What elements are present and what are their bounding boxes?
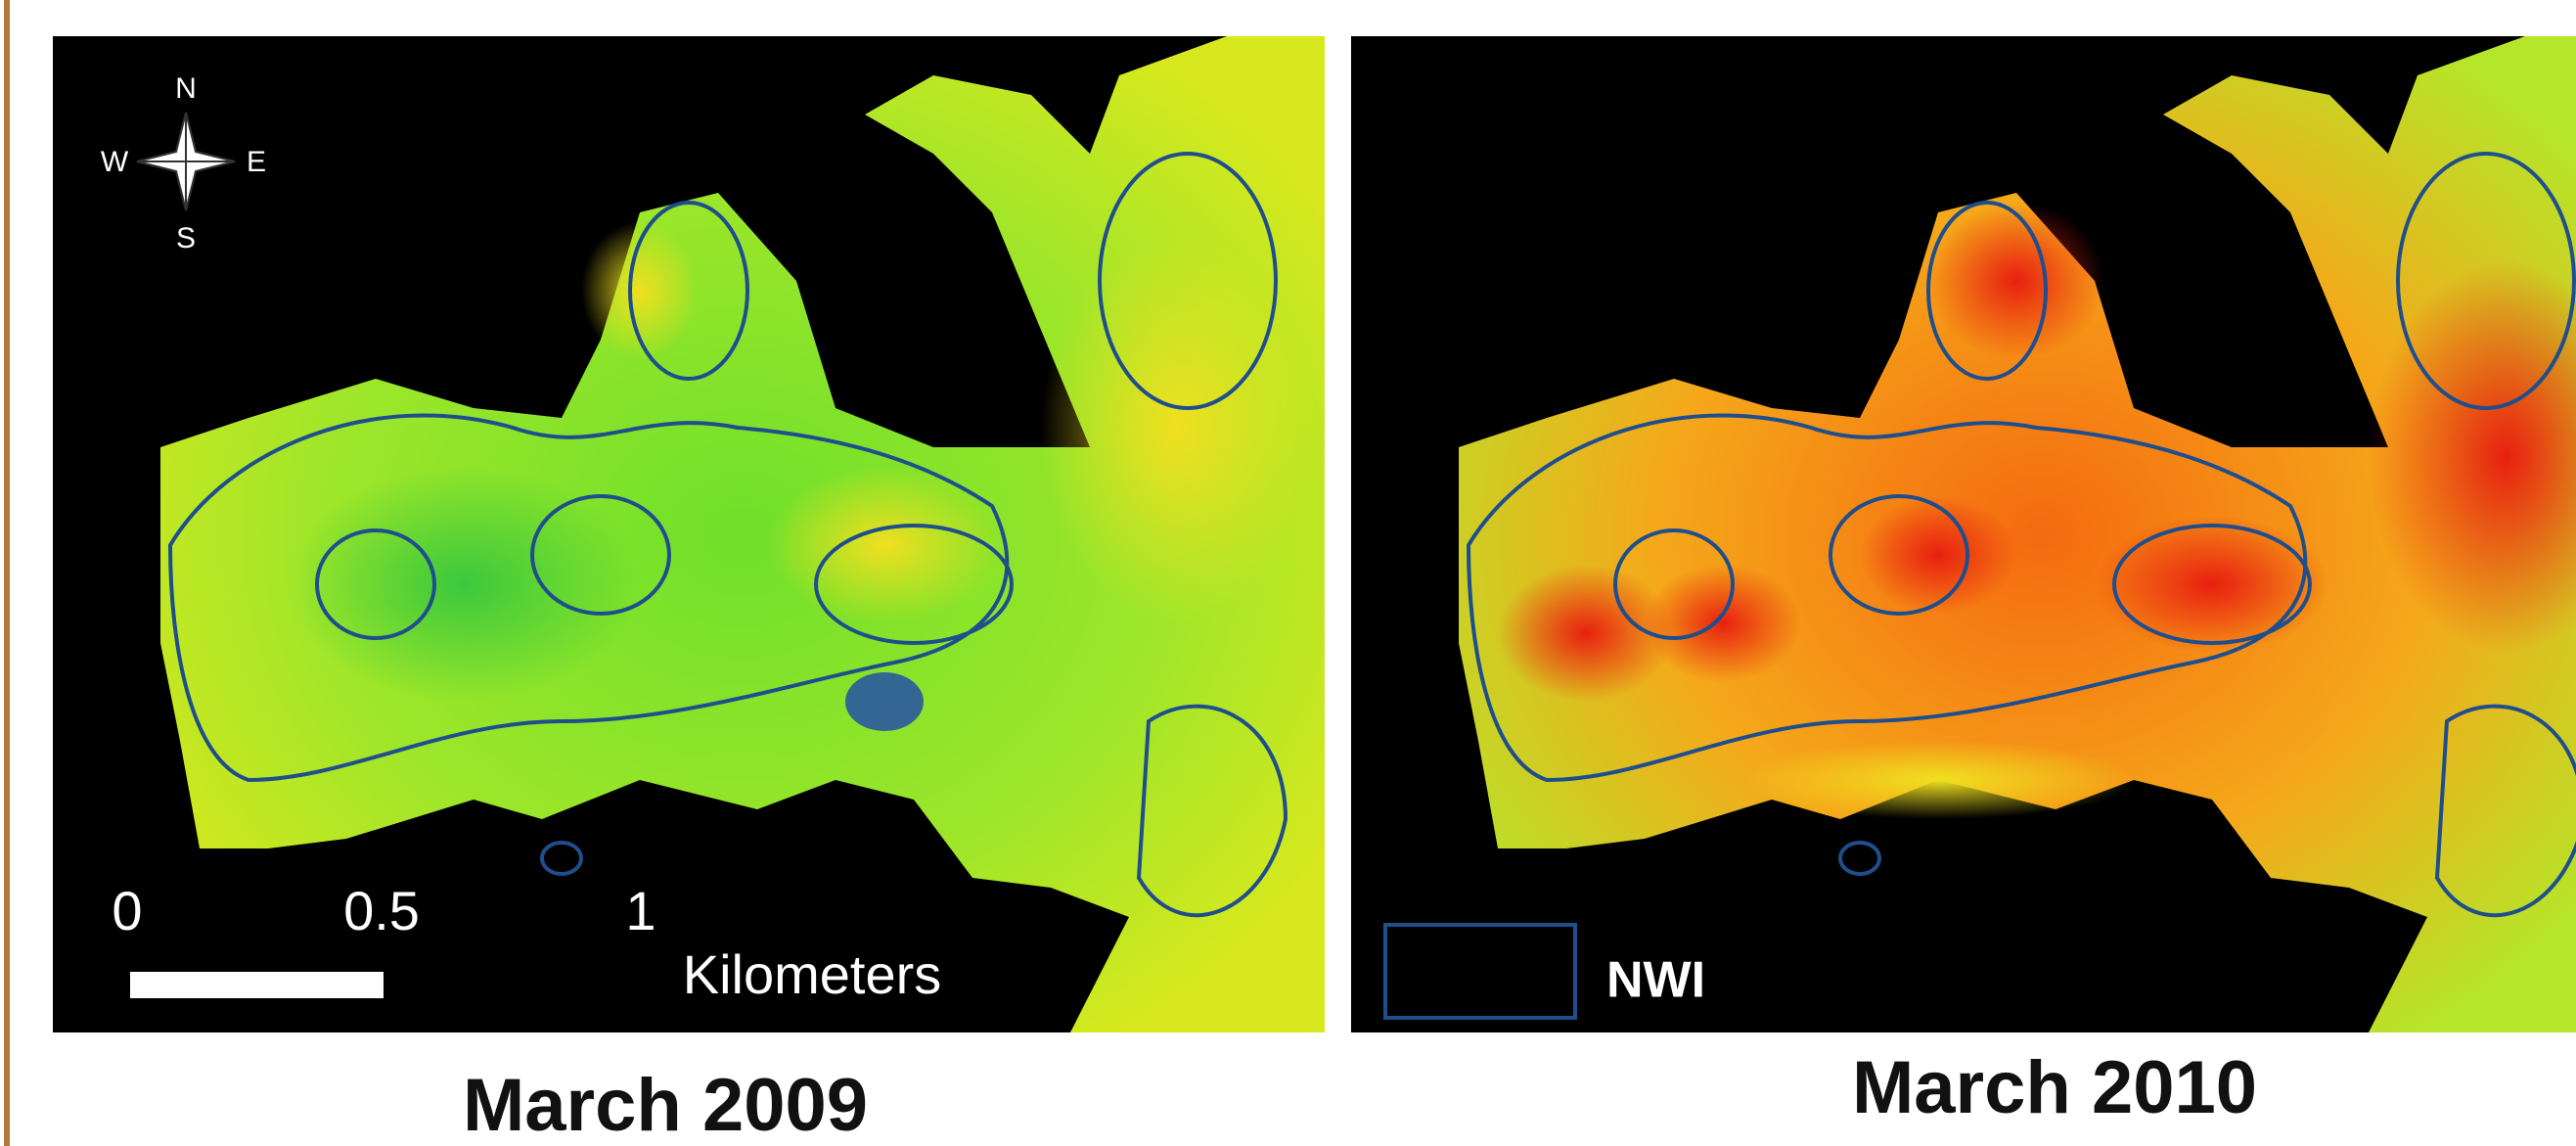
scale-label: 0.5 <box>343 880 420 941</box>
legend-label: NWI <box>1606 952 1705 1009</box>
scale-label: 1 <box>625 880 655 941</box>
figure: N S W E 0 0.5 1 Kilometers NWI March 200… <box>0 0 2576 1146</box>
compass-label: N <box>175 72 197 105</box>
scale-bar <box>130 972 384 998</box>
panel-caption: March 2010 <box>1852 1046 2257 1129</box>
page: {"panels": [ {"caption": "March 2009"}, … <box>0 0 2576 1146</box>
compass-label: E <box>247 146 266 178</box>
frame-edge <box>4 0 10 1146</box>
map-panel <box>53 36 1325 1032</box>
compass-label: W <box>101 146 129 178</box>
compass-label: S <box>176 222 196 254</box>
scale-unit: Kilometers <box>683 943 942 1005</box>
map-panel <box>1351 36 2576 1032</box>
panel-caption: March 2009 <box>463 1064 868 1146</box>
scale-label: 0 <box>112 880 142 941</box>
